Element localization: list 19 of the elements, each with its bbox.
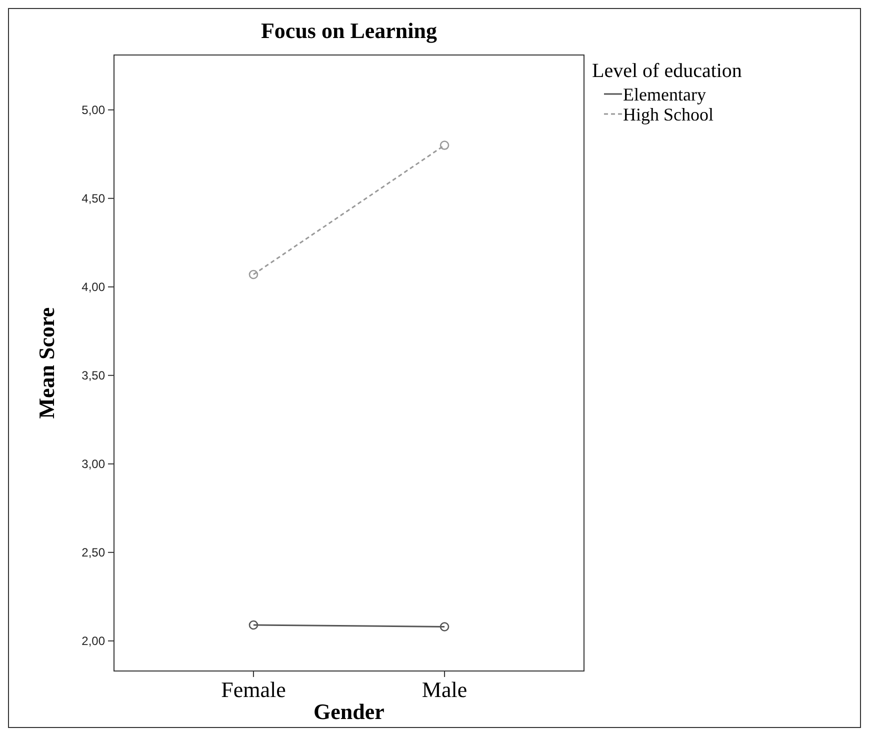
legend-label: High School xyxy=(623,104,714,124)
y-tick-label: 5,00 xyxy=(82,103,106,118)
y-tick-label: 4,00 xyxy=(82,280,106,294)
x-tick-label: Female xyxy=(221,677,286,702)
x-tick-label: Male xyxy=(422,677,468,702)
legend-title: Level of education xyxy=(592,60,742,82)
y-tick-label: 3,50 xyxy=(82,368,106,383)
y-tick-label: 2,50 xyxy=(82,546,106,560)
point xyxy=(440,622,450,632)
point xyxy=(440,140,450,150)
y-tick-label: 2,00 xyxy=(82,634,106,648)
chart-title: Focus on Learning xyxy=(260,18,438,43)
y-tick-label: 4,50 xyxy=(82,192,106,206)
point xyxy=(248,620,258,630)
y-axis-title: Mean Score xyxy=(34,307,59,419)
y-tick-label: 3,00 xyxy=(82,457,106,472)
point xyxy=(248,270,258,280)
x-axis-title: Gender xyxy=(314,699,385,724)
legend-label: Elementary xyxy=(623,84,706,104)
